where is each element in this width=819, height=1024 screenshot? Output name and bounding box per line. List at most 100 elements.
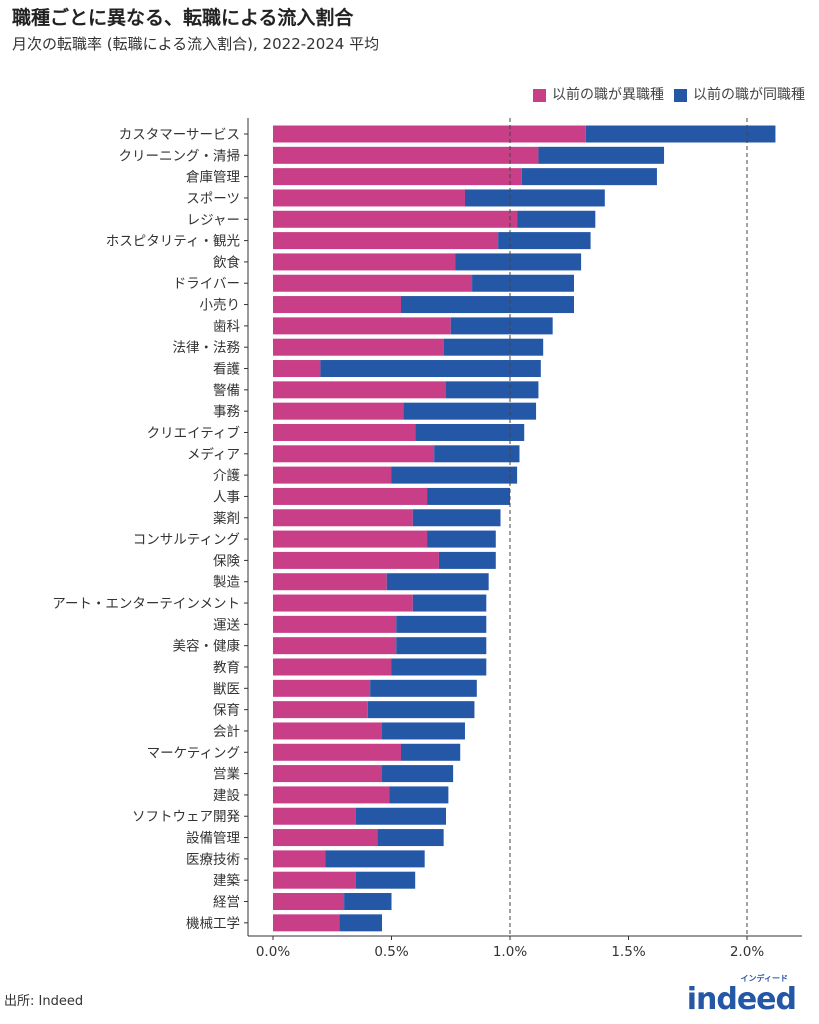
category-label: 製造: [213, 575, 240, 591]
bar-same: [391, 658, 487, 676]
bar-same: [412, 594, 487, 612]
bar-different: [273, 445, 435, 463]
logo-text: indeed: [686, 982, 797, 1017]
bar-same: [438, 551, 496, 569]
bar-same: [517, 210, 596, 228]
bar-different: [273, 509, 413, 527]
bar-same: [320, 360, 541, 378]
bar-different: [273, 146, 539, 164]
bar-different: [273, 722, 383, 740]
category-label: 医療技術: [186, 851, 240, 868]
bar-different: [273, 253, 456, 271]
category-label: カスタマーサービス: [119, 127, 240, 143]
bar-same: [344, 893, 392, 911]
bar-same: [434, 445, 520, 463]
category-label: 看護: [213, 362, 240, 378]
bar-different: [273, 914, 340, 932]
bar-different: [273, 637, 397, 655]
category-label: アート・エンターテインメント: [52, 596, 240, 612]
bar-different: [273, 786, 390, 804]
legend-label-different: 以前の職が異職種: [552, 87, 664, 103]
category-label: 会計: [213, 724, 240, 740]
category-label: 美容・健康: [173, 638, 241, 655]
legend: 以前の職が異職種 以前の職が同職種: [533, 86, 805, 104]
legend-swatch-same: [674, 88, 687, 102]
bar-different: [273, 658, 392, 676]
bar-same: [396, 615, 487, 633]
logo-jp: インディード: [740, 974, 788, 983]
bar-different: [273, 360, 321, 378]
bar-same: [396, 637, 487, 655]
bar-same: [389, 786, 449, 804]
bar-different: [273, 701, 368, 719]
category-label: 教育: [213, 660, 240, 676]
category-label: 建設: [213, 788, 240, 804]
bar-same: [427, 487, 510, 505]
category-label: 保険: [213, 553, 240, 569]
category-label: メディア: [187, 446, 240, 463]
bar-different: [273, 296, 401, 314]
bar-different: [273, 466, 392, 484]
bar-same: [400, 296, 574, 314]
bar-different: [273, 232, 499, 250]
indeed-logo: インディード indeed: [686, 974, 797, 1017]
category-label: ホスピタリティ・観光: [106, 233, 240, 250]
bar-same: [415, 423, 525, 441]
bar-different: [273, 338, 444, 356]
chart-subtitle: 月次の転職率 (転職による流入割合), 2022-2024 平均: [12, 35, 380, 53]
category-label: コンサルティング: [133, 532, 240, 548]
category-label: 小売り: [200, 298, 241, 314]
bar-different: [273, 743, 401, 761]
bar-same: [472, 274, 574, 292]
category-label: 警備: [213, 383, 240, 399]
category-label: 人事: [213, 489, 240, 505]
category-label: 営業: [213, 767, 240, 783]
bar-different: [273, 679, 371, 697]
bar-same: [521, 168, 657, 186]
x-tick-label: 1.0%: [493, 944, 527, 960]
category-label: 獣医: [213, 681, 240, 697]
category-label: ドライバー: [173, 276, 240, 292]
bar-same: [450, 317, 553, 335]
bar-same: [325, 850, 425, 868]
bar-same: [455, 253, 582, 271]
category-label: 運送: [213, 617, 240, 633]
bar-different: [273, 423, 416, 441]
bar-same: [377, 829, 444, 847]
category-label: 倉庫管理: [186, 170, 240, 186]
bar-different: [273, 487, 428, 505]
bar-same: [382, 722, 465, 740]
bar-same: [391, 466, 518, 484]
bar-different: [273, 317, 451, 335]
category-label: 介護: [213, 468, 240, 484]
bar-different: [273, 573, 387, 591]
x-tick-label: 2.0%: [730, 944, 764, 960]
bar-same: [498, 232, 591, 250]
bar-same: [355, 871, 416, 889]
bar-same: [339, 914, 383, 932]
chart-title: 職種ごとに異なる、転職による流入割合: [12, 7, 354, 29]
bar-different: [273, 402, 404, 420]
bar-same: [367, 701, 475, 719]
bar-different: [273, 210, 518, 228]
bar-different: [273, 274, 473, 292]
bar-same: [382, 765, 454, 783]
category-label: 薬剤: [213, 511, 240, 527]
category-label: ソフトウェア開発: [132, 809, 240, 825]
category-label: 機械工学: [186, 916, 240, 932]
category-label: マーケティング: [147, 745, 240, 761]
bar-different: [273, 871, 356, 889]
bar-same: [400, 743, 461, 761]
category-label: 法律・法務: [173, 340, 241, 356]
bar-different: [273, 829, 378, 847]
x-tick-label: 1.5%: [611, 944, 645, 960]
bar-different: [273, 125, 586, 143]
bar-same: [443, 338, 544, 356]
bar-same: [585, 125, 776, 143]
category-label: レジャー: [187, 212, 240, 228]
category-label: スポーツ: [186, 191, 240, 207]
bar-same: [355, 807, 447, 825]
bar-different: [273, 551, 439, 569]
